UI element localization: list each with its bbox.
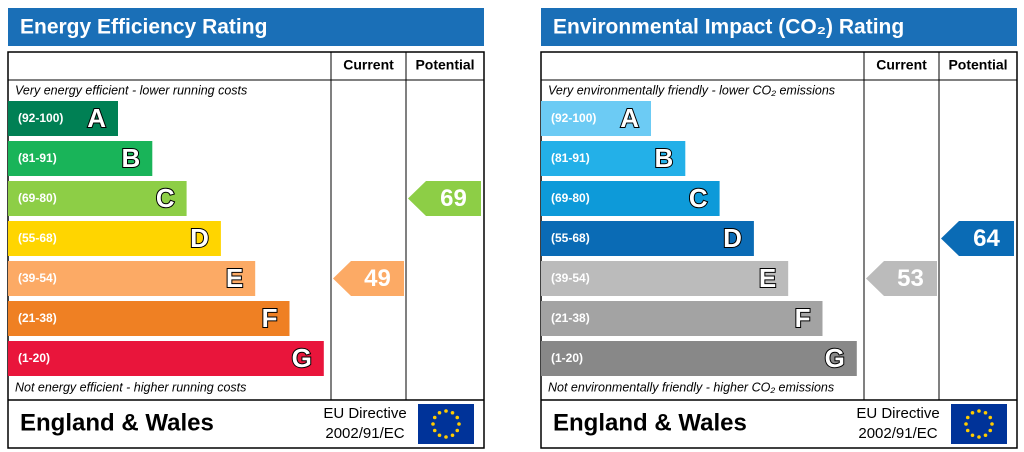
band-range: (69-80) [18,191,57,205]
bottom-note: Not environmentally friendly - higher CO… [548,380,834,394]
eu-star [431,422,435,426]
eu-star [970,410,975,415]
band [8,261,256,296]
eu-star [988,428,993,433]
rating-value: 53 [897,265,924,292]
directive: 2002/91/EC [325,425,404,442]
eu-star [432,428,437,433]
band-letter: E [226,263,243,293]
band-range: (55-68) [551,231,590,245]
band [541,181,720,216]
region: England & Wales [20,409,214,436]
rating-arrow [941,221,1014,256]
band-letter: C [156,183,175,213]
band-range: (1-20) [18,351,50,365]
rating-arrow [866,261,937,296]
eu-star [965,415,970,420]
eu-star [455,415,460,420]
title-bar [541,8,1017,46]
band-range: (1-20) [551,351,583,365]
eu-star [990,422,994,426]
band [8,101,118,136]
column-header: Current [343,57,394,73]
directive: EU Directive [856,405,939,422]
band [541,101,651,136]
directive: 2002/91/EC [858,425,937,442]
band-range: (39-54) [551,271,590,285]
eu-star [977,435,981,439]
title-bar [8,8,484,46]
band [8,341,324,376]
eu-star [983,410,988,415]
band [541,341,857,376]
eu-star [964,422,968,426]
eu-star [988,415,993,420]
eu-star [444,409,448,413]
column-header: Current [876,57,927,73]
band-letter: C [689,183,708,213]
band [541,221,754,256]
band-letter: F [795,303,811,333]
band-range: (92-100) [551,111,596,125]
band-letter: D [723,223,742,253]
eu-star [450,433,455,438]
eu-star [970,433,975,438]
eu-star [457,422,461,426]
eu-star [965,428,970,433]
eu-star [455,428,460,433]
band-letter: G [292,343,312,373]
band [8,221,221,256]
band-letter: B [122,143,141,173]
column-header: Potential [415,57,474,73]
eu-star [444,435,448,439]
band-letter: F [262,303,278,333]
rating-arrow [333,261,404,296]
band-letter: A [620,103,639,133]
chart-title: Environmental Impact (CO₂) Rating [553,16,904,39]
top-note: Very energy efficient - lower running co… [15,83,247,97]
eu-star [437,410,442,415]
band-range: (21-38) [18,311,57,325]
band-letter: B [655,143,674,173]
band [8,181,187,216]
rating-value: 64 [973,225,1000,252]
directive: EU Directive [323,405,406,422]
band [541,301,823,336]
eu-star [977,409,981,413]
band [8,141,153,176]
eu-star [437,433,442,438]
band [8,301,290,336]
eu-star [983,433,988,438]
eu-star [450,410,455,415]
band-letter: E [759,263,776,293]
band-letter: D [190,223,209,253]
band-letter: G [825,343,845,373]
column-header: Potential [948,57,1007,73]
band-letter: A [87,103,106,133]
rating-arrow [408,181,481,216]
band [541,141,686,176]
rating-value: 69 [440,185,467,212]
band-range: (21-38) [551,311,590,325]
rating-value: 49 [364,265,391,292]
band-range: (69-80) [551,191,590,205]
region: England & Wales [553,409,747,436]
chart-title: Energy Efficiency Rating [20,16,267,39]
band [541,261,789,296]
top-note: Very environmentally friendly - lower CO… [548,83,835,97]
band-range: (55-68) [18,231,57,245]
band-range: (81-91) [18,151,57,165]
bottom-note: Not energy efficient - higher running co… [15,380,246,394]
band-range: (92-100) [18,111,63,125]
eu-star [432,415,437,420]
band-range: (81-91) [551,151,590,165]
band-range: (39-54) [18,271,57,285]
